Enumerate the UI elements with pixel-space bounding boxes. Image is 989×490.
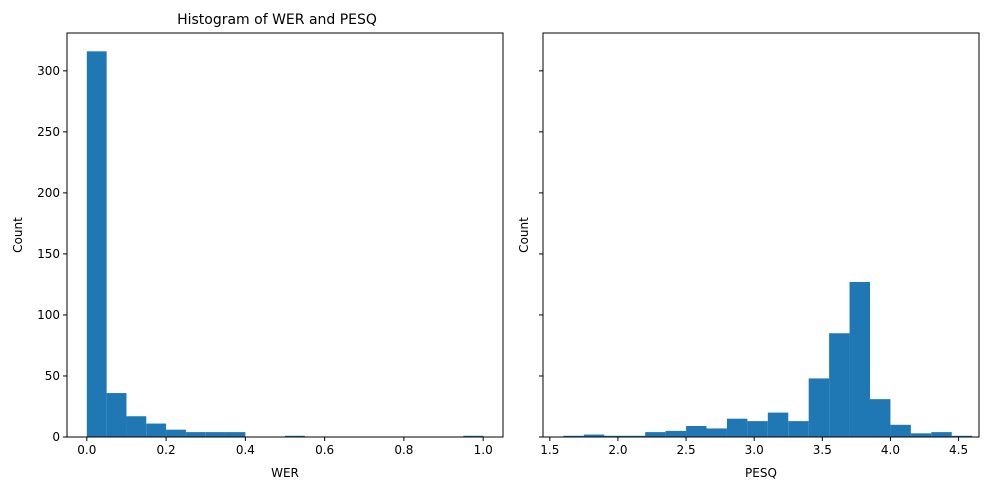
y-tick-label: 200	[37, 186, 60, 200]
y-tick-label: 100	[37, 308, 60, 322]
x-tick-label: 0.6	[315, 443, 334, 457]
histogram-bar	[767, 412, 789, 437]
x-tick-label: 0.0	[77, 443, 96, 457]
histogram-bar	[285, 435, 305, 437]
y-tick-label: 50	[45, 369, 60, 383]
histogram-bar	[747, 421, 768, 437]
x-tick-label: 2.0	[608, 443, 627, 457]
histogram-bar	[563, 435, 584, 437]
wer-y-ticks: 0 50 100 150 200 250 300	[37, 64, 67, 444]
x-tick-label: 2.5	[677, 443, 696, 457]
histogram-bar	[604, 435, 625, 437]
x-tick-label: 0.2	[157, 443, 176, 457]
x-tick-label: 4.5	[949, 443, 968, 457]
histogram-bar	[624, 435, 646, 437]
histogram-bar	[146, 423, 167, 437]
wer-axes-frame	[66, 32, 504, 438]
histogram-bar	[686, 426, 707, 437]
x-tick-label: 3.5	[813, 443, 832, 457]
wer-bars	[86, 51, 484, 437]
histogram-bar	[463, 435, 484, 437]
histogram-bar	[788, 421, 809, 437]
histogram-bar	[185, 432, 206, 437]
histogram-bar	[910, 433, 932, 437]
histogram-bar	[645, 432, 666, 437]
wer-histogram-panel: Histogram of WER and PESQ 0.0 0.2 0.4 0.6 0.…	[11, 12, 504, 480]
x-tick-label: 1.0	[474, 443, 493, 457]
histogram-bar	[166, 429, 186, 437]
histogram-bar	[726, 418, 748, 437]
histogram-bar	[126, 416, 147, 437]
histogram-bar	[205, 432, 226, 437]
pesq-y-ticks	[539, 70, 543, 438]
histogram-bar	[583, 434, 605, 437]
histogram-bar	[665, 430, 687, 437]
histogram-bar	[870, 399, 891, 437]
pesq-axes-frame	[542, 32, 980, 438]
chart-title: Histogram of WER and PESQ	[177, 12, 377, 28]
wer-y-axis-label: Count	[11, 217, 25, 253]
histogram-bar	[951, 435, 973, 437]
histogram-bar	[931, 432, 952, 437]
histogram-bar	[808, 378, 830, 437]
x-tick-label: 0.8	[394, 443, 413, 457]
y-tick-label: 0	[52, 430, 60, 444]
x-tick-label: 1.5	[540, 443, 559, 457]
y-tick-label: 150	[37, 247, 60, 261]
histogram-bar	[849, 281, 870, 437]
pesq-histogram-panel: 1.5 2.0 2.5 3.0 3.5 4.0 4.5 PESQ Count	[517, 32, 980, 480]
x-tick-label: 0.4	[236, 443, 255, 457]
y-tick-label: 250	[37, 125, 60, 139]
pesq-x-ticks: 1.5 2.0 2.5 3.0 3.5 4.0 4.5	[540, 437, 968, 457]
wer-x-ticks: 0.0 0.2 0.4 0.6 0.8 1.0	[77, 437, 493, 457]
histogram-bar	[890, 424, 911, 437]
x-tick-label: 3.0	[745, 443, 764, 457]
histogram-bar	[86, 51, 107, 437]
x-tick-label: 4.0	[881, 443, 900, 457]
pesq-y-axis-label: Count	[517, 217, 531, 253]
wer-x-axis-label: WER	[271, 466, 299, 480]
histogram-bar	[225, 432, 246, 437]
pesq-x-axis-label: PESQ	[745, 466, 777, 480]
histogram-bar	[706, 428, 727, 437]
histogram-bar	[106, 393, 127, 437]
pesq-bars	[563, 281, 973, 437]
histogram-bar	[829, 333, 850, 437]
y-tick-label: 300	[37, 64, 60, 78]
